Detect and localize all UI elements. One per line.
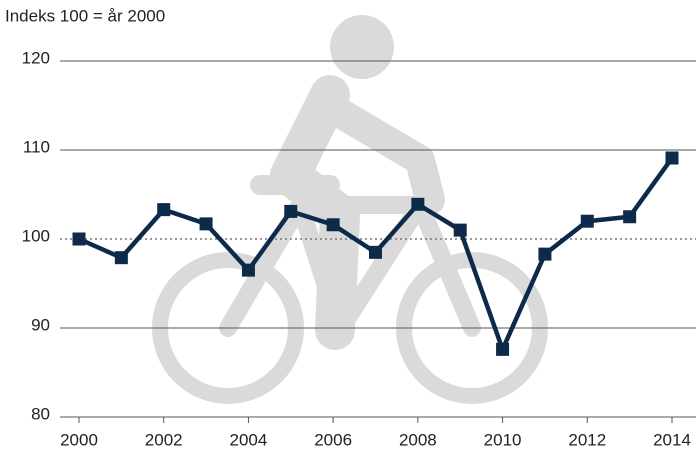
marker xyxy=(411,198,424,211)
x-tick-label: 2012 xyxy=(568,430,606,449)
bicycle-icon xyxy=(160,15,540,396)
x-tick-label: 2010 xyxy=(484,430,522,449)
marker xyxy=(327,218,340,231)
marker xyxy=(157,203,170,216)
marker xyxy=(242,264,255,277)
y-tick-label: 100 xyxy=(22,226,50,245)
y-tick-label: 110 xyxy=(23,137,50,156)
y-tick-label: 120 xyxy=(22,48,50,67)
marker xyxy=(369,246,382,259)
marker xyxy=(454,224,467,237)
marker xyxy=(666,152,679,165)
x-tick-label: 2008 xyxy=(399,430,437,449)
marker xyxy=(200,217,213,230)
x-tick-label: 2002 xyxy=(145,430,183,449)
x-tick-label: 2014 xyxy=(653,430,691,449)
marker xyxy=(115,251,128,264)
marker xyxy=(538,248,551,261)
marker xyxy=(496,343,509,356)
chart-title: Indeks 100 = år 2000 xyxy=(5,6,165,25)
chart: Indeks 100 = år 2000 80 90 100 110 120 2000 20… xyxy=(0,0,696,451)
y-tick-label: 90 xyxy=(31,315,50,334)
x-tick-label: 2004 xyxy=(230,430,268,449)
marker xyxy=(581,215,594,228)
marker xyxy=(73,233,86,246)
x-tick-label: 2006 xyxy=(314,430,352,449)
y-tick-label: 80 xyxy=(31,404,50,423)
x-tick-label: 2000 xyxy=(60,430,98,449)
marker xyxy=(284,205,297,218)
marker xyxy=(623,210,636,223)
